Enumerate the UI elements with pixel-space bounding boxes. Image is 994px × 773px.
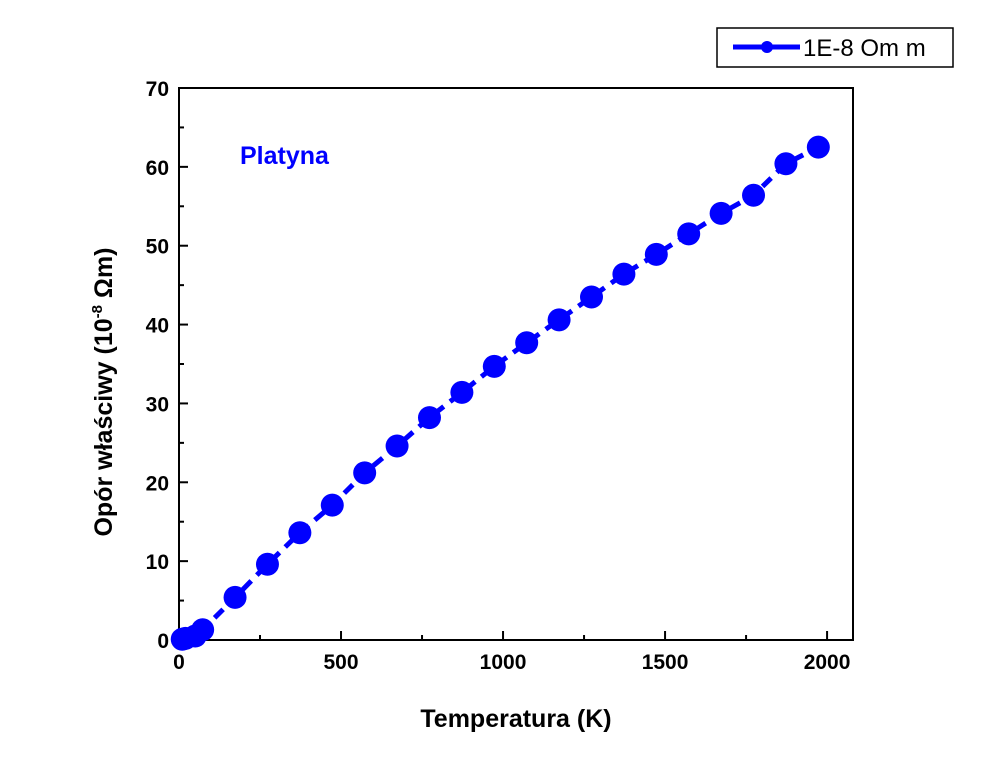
y-axis-label-exponent: -8 (89, 305, 106, 318)
legend: 1E-8 Om m (716, 27, 954, 68)
x-axis-label: Temperatura (K) (420, 705, 611, 733)
x-tick-label: 1000 (480, 651, 527, 674)
data-point (417, 406, 441, 430)
plot-frame (178, 87, 854, 641)
x-tick-label: 1500 (642, 651, 689, 674)
series-group (170, 135, 830, 651)
data-point (806, 135, 830, 159)
data-point (709, 201, 733, 225)
y-tick-label: 30 (146, 393, 169, 416)
data-point (450, 380, 474, 404)
x-tick-label: 2000 (804, 651, 851, 674)
x-tick-label: 0 (173, 651, 185, 674)
legend-label: 1E-8 Om m (803, 35, 926, 62)
data-point (320, 493, 344, 517)
y-tick-label: 60 (146, 157, 169, 180)
data-point (547, 308, 571, 332)
data-point (580, 285, 604, 309)
y-axis-label-unit: Ωm) (90, 247, 118, 305)
data-point (288, 521, 312, 545)
y-tick-label: 70 (146, 78, 169, 101)
legend-box (716, 27, 954, 68)
legend-marker (761, 41, 773, 53)
data-point (385, 434, 409, 458)
data-point (191, 618, 215, 642)
y-axis-label: Opór właściwy (10-8 Ωm) (89, 247, 118, 536)
y-tick-label: 0 (157, 630, 169, 653)
y-tick-label: 50 (146, 236, 169, 259)
y-axis-label-main: Opór właściwy (10 (90, 318, 118, 536)
data-point (612, 262, 636, 286)
annotation-platyna: Platyna (240, 142, 330, 170)
y-tick-label: 20 (146, 472, 169, 495)
data-point (774, 152, 798, 176)
data-point (255, 552, 279, 576)
y-tick-label: 10 (146, 551, 169, 574)
series-line (181, 144, 820, 642)
data-point (223, 585, 247, 609)
data-point (482, 354, 506, 378)
y-tick-label: 40 (146, 315, 169, 338)
data-point (742, 183, 766, 207)
x-tick-label: 500 (323, 651, 358, 674)
data-point (644, 242, 668, 266)
data-point (677, 222, 701, 246)
data-point (515, 331, 539, 355)
data-point (353, 461, 377, 485)
axis-ticks: 0 500 1000 1500 2000 0 10 20 30 40 50 60 70 (146, 78, 851, 674)
